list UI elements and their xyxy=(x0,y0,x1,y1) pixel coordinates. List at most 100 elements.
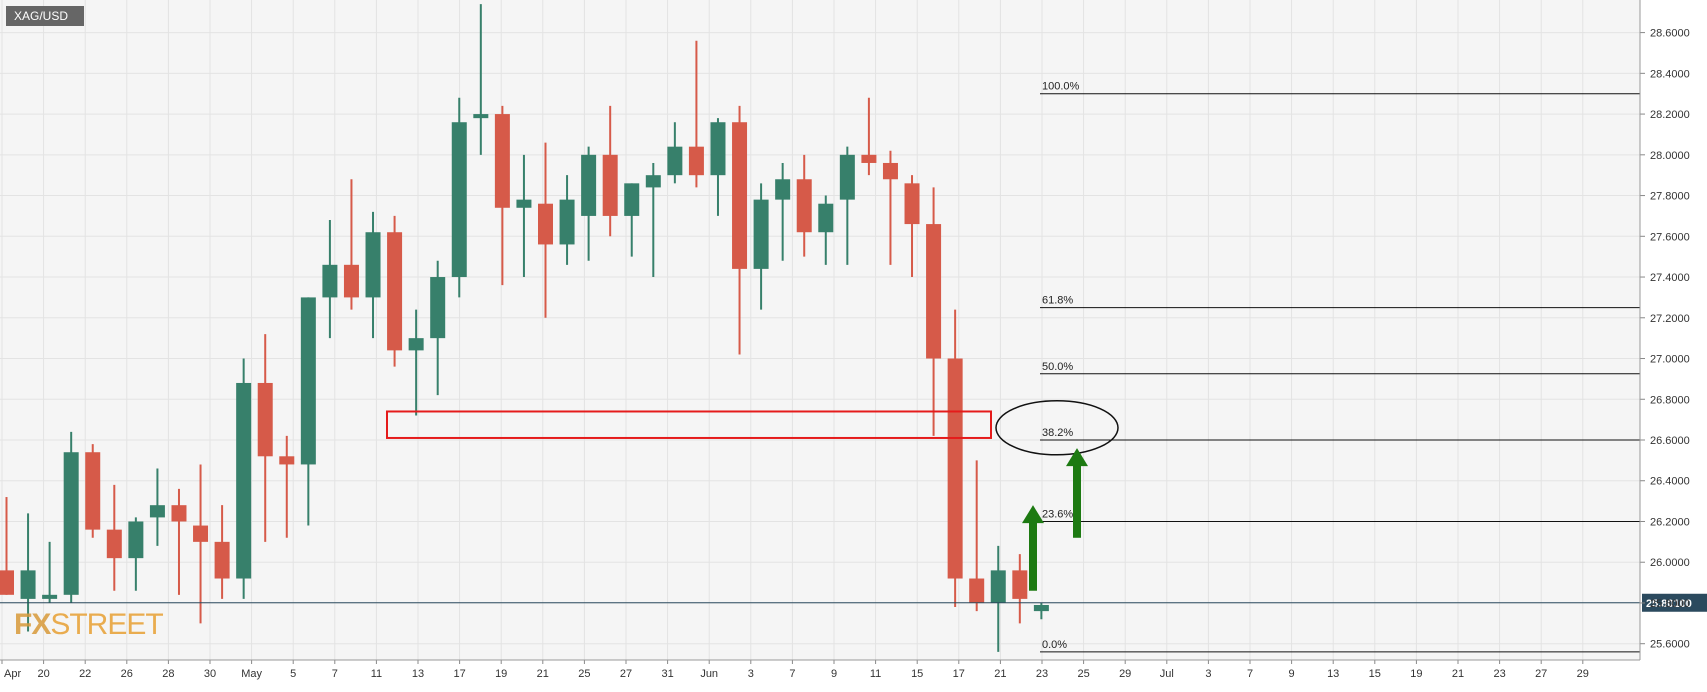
candle-body xyxy=(236,382,252,579)
y-tick-label: 28.2000 xyxy=(1650,109,1690,121)
candle-body xyxy=(106,529,122,559)
x-tick-label: 21 xyxy=(537,668,549,680)
y-tick-label: 27.4000 xyxy=(1650,272,1690,284)
candle-body xyxy=(343,264,359,298)
candles xyxy=(0,4,1049,652)
y-tick-label: 26.8000 xyxy=(1650,394,1690,406)
up-arrow-head xyxy=(1066,448,1088,467)
fibonacci-levels: 100.0% 61.8% 50.0% 38.2% 23.6% 0.0% xyxy=(1040,81,1640,653)
symbol-label: XAG/USD xyxy=(6,6,84,26)
x-tick-label: 11 xyxy=(870,668,881,680)
x-tick-label: 22 xyxy=(79,668,91,680)
up-arrow-shaft xyxy=(1029,521,1037,591)
candle-body xyxy=(796,179,812,233)
candle-body xyxy=(451,122,467,278)
x-tick-label: 3 xyxy=(1205,668,1211,680)
annotations: 25.80100 xyxy=(0,400,1707,612)
candle-body xyxy=(322,264,338,298)
candle-body xyxy=(861,154,877,163)
x-tick-label: 9 xyxy=(831,668,837,680)
candle-body xyxy=(688,146,704,176)
candle-body xyxy=(839,154,855,200)
fib-level-label: 50.0% xyxy=(1042,361,1073,373)
candle-body xyxy=(624,183,640,216)
candle-body xyxy=(1033,605,1049,612)
y-tick-label: 26.0000 xyxy=(1650,557,1690,569)
x-tick-label: Jun xyxy=(700,668,718,680)
watermark-fx: FX xyxy=(14,608,51,641)
y-tick-label: 27.2000 xyxy=(1650,313,1690,325)
candle-body xyxy=(904,183,920,225)
candle-body xyxy=(581,154,597,216)
candle-body xyxy=(214,541,230,579)
x-tick-label: 23 xyxy=(1493,668,1505,680)
y-tick-label: 26.6000 xyxy=(1650,435,1690,447)
x-tick-label: 21 xyxy=(994,668,1006,680)
x-tick-label: 17 xyxy=(953,668,965,680)
candle-body xyxy=(387,232,403,351)
x-tick-label: 3 xyxy=(748,668,754,680)
x-tick-label: 27 xyxy=(620,668,632,680)
candle-body xyxy=(0,570,14,595)
x-tick-label: 7 xyxy=(789,668,795,680)
y-tick-label: 27.8000 xyxy=(1650,191,1690,203)
fib-level-label: 100.0% xyxy=(1042,81,1080,93)
y-tick-label: 25.6000 xyxy=(1650,639,1690,651)
current-price-label: 25.80100 xyxy=(1646,598,1692,610)
support-zone-box xyxy=(386,410,992,439)
candle-body xyxy=(969,578,985,603)
x-tick-label: 21 xyxy=(1452,668,1464,680)
candle-body xyxy=(149,505,165,518)
x-tick-label: 29 xyxy=(1119,668,1131,680)
candle-body xyxy=(947,358,963,579)
x-tick-label: 31 xyxy=(661,668,673,680)
x-tick-label: 27 xyxy=(1535,668,1547,680)
x-tick-label: 11 xyxy=(371,668,382,680)
candle-body xyxy=(882,162,898,180)
candle-body xyxy=(63,452,79,595)
candle-body xyxy=(171,505,187,522)
y-tick-label: 27.6000 xyxy=(1650,231,1690,243)
x-tick-label: 17 xyxy=(453,668,465,680)
y-tick-label: 26.2000 xyxy=(1650,516,1690,528)
candle-body xyxy=(42,594,58,599)
watermark-street: STREET xyxy=(50,608,163,641)
x-tick-label: 15 xyxy=(911,668,923,680)
candle-body xyxy=(516,199,532,208)
candle-body xyxy=(775,179,791,200)
candle-body xyxy=(473,114,489,119)
candle-body xyxy=(818,203,834,233)
x-tick-label: 26 xyxy=(121,668,133,680)
y-tick-label: 28.4000 xyxy=(1650,68,1690,80)
candle-body xyxy=(732,122,748,269)
y-tick-label: 28.0000 xyxy=(1650,150,1690,162)
up-arrow-shaft xyxy=(1073,464,1081,538)
candle-body xyxy=(538,203,553,245)
candle-body xyxy=(1012,570,1028,599)
x-tick-label: 9 xyxy=(1289,668,1295,680)
y-tick-label: 28.6000 xyxy=(1650,28,1690,40)
x-tick-label: 7 xyxy=(1247,668,1253,680)
fib-level-label: 38.2% xyxy=(1042,427,1073,439)
axes: 25.6000 25.8000 26.0000 26.2000 26.4000 26.60… xyxy=(0,0,1690,680)
x-tick-label: Jul xyxy=(1160,668,1174,680)
candle-body xyxy=(926,224,942,359)
symbol-text: XAG/USD xyxy=(14,9,69,23)
x-tick-label: 30 xyxy=(204,668,216,680)
x-tick-label: 25 xyxy=(1077,668,1089,680)
y-tick-label: 25.8000 xyxy=(1650,598,1690,610)
plot-area xyxy=(0,0,1640,660)
candle-body xyxy=(645,175,661,188)
fib-level-label: 23.6% xyxy=(1042,508,1073,520)
x-tick-label: 25 xyxy=(578,668,590,680)
x-tick-label: 19 xyxy=(495,668,507,680)
x-tick-label: 7 xyxy=(332,668,338,680)
candle-body xyxy=(990,570,1006,603)
up-arrow-head xyxy=(1022,505,1044,524)
candle-body xyxy=(430,277,446,339)
fib-38-ellipse xyxy=(995,400,1119,456)
candle-body xyxy=(85,452,101,530)
x-tick-label: 29 xyxy=(1577,668,1589,680)
